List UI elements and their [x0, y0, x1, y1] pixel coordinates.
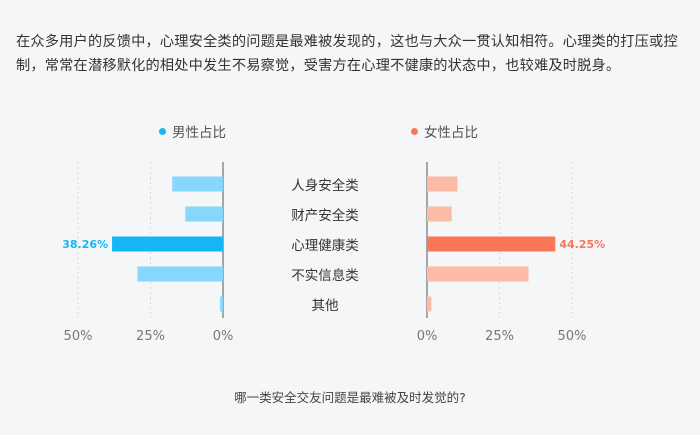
- legend-male-label: 男性占比: [172, 125, 226, 141]
- bar-male: [172, 176, 223, 192]
- legend-female-dot: [411, 127, 418, 135]
- data-label-male: 38.26%: [62, 238, 108, 251]
- legend-male: 男性占比: [159, 121, 226, 141]
- x-tick-left: 25%: [136, 329, 165, 344]
- bar-male: [185, 206, 223, 222]
- bar-female: [427, 266, 529, 282]
- category-label: 其他: [311, 298, 339, 314]
- bar-female: [427, 236, 556, 252]
- bar-female: [427, 176, 458, 192]
- category-label: 人身安全类: [291, 178, 359, 194]
- bar-male: [220, 296, 223, 312]
- chart-caption: 哪一类安全交友问题是最难被及时发觉的?: [234, 390, 466, 405]
- category-label: 不实信息类: [291, 268, 359, 284]
- legend-female: 女性占比: [411, 121, 478, 141]
- x-tick-right: 50%: [558, 329, 587, 344]
- category-label: 财产安全类: [291, 208, 359, 224]
- x-tick-right: 25%: [485, 329, 514, 344]
- bar-female: [427, 296, 432, 312]
- x-tick-right: 0%: [417, 329, 438, 344]
- bar-male: [137, 266, 223, 282]
- bar-male: [112, 236, 223, 252]
- category-label: 心理健康类: [291, 238, 359, 254]
- bar-female: [427, 206, 452, 222]
- legend-female-label: 女性占比: [424, 125, 478, 141]
- data-label-female: 44.25%: [559, 238, 605, 251]
- x-tick-left: 0%: [213, 329, 234, 344]
- x-tick-left: 50%: [64, 329, 93, 344]
- legend-male-dot: [159, 127, 166, 135]
- intro-paragraph: 在众多用户的反馈中，心理安全类的问题是最难被发现的，这也与大众一贯认知相符。心理…: [16, 34, 678, 74]
